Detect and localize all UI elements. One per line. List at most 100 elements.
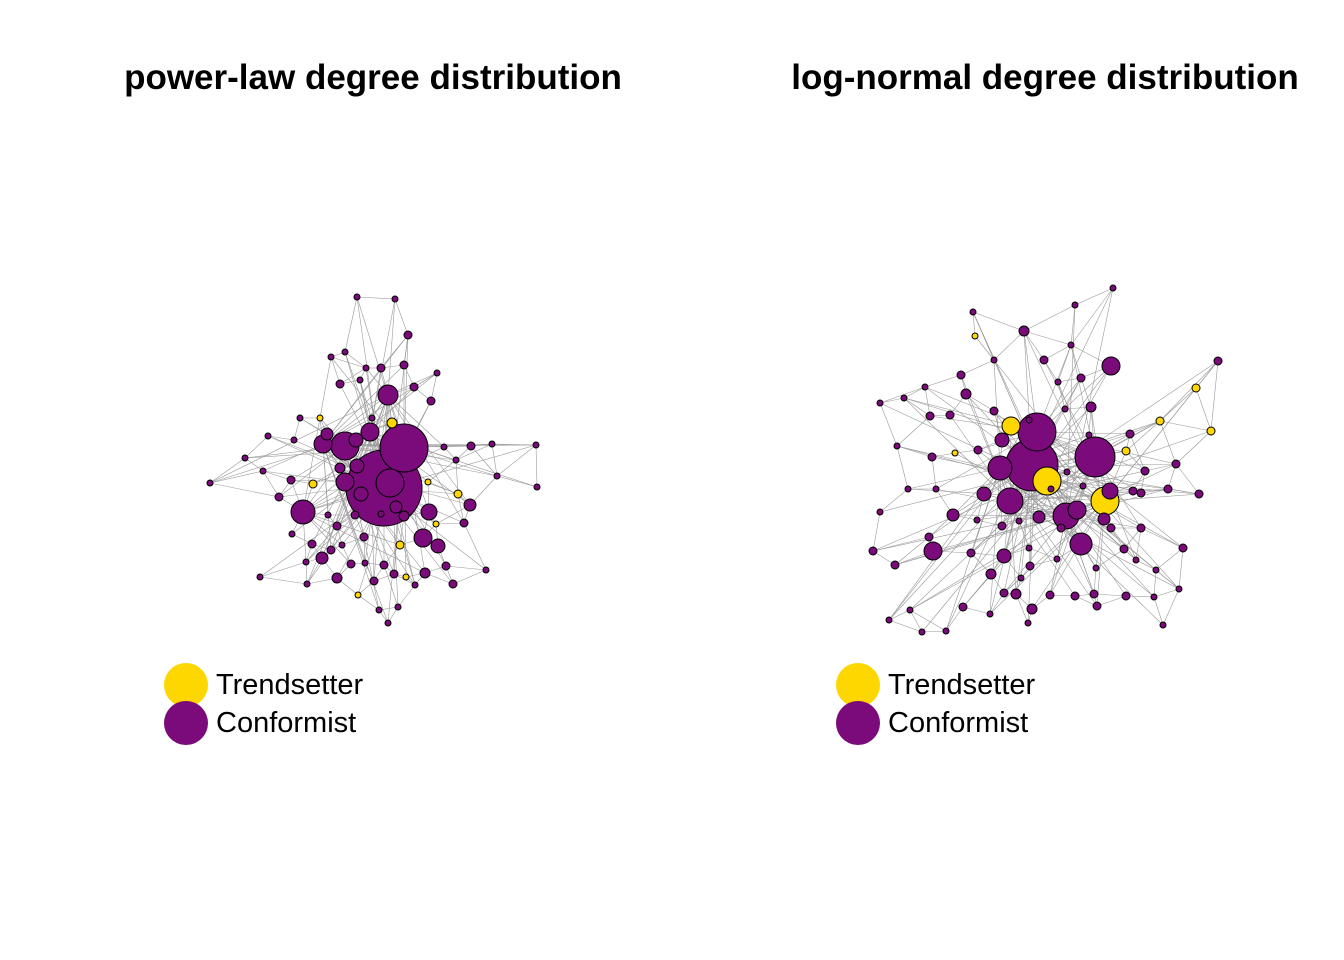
trendsetter-node (354, 591, 362, 599)
conformist-node (353, 486, 369, 502)
edge (1104, 387, 1197, 502)
conformist-node (452, 456, 460, 464)
conformist-node (335, 379, 345, 389)
edge (903, 397, 931, 417)
edge (457, 493, 465, 524)
conformist-node (482, 566, 490, 574)
legend: Trendsetter Conformist (164, 663, 363, 745)
conformist-node (973, 445, 983, 455)
conformist-node (997, 521, 1007, 531)
nodes (206, 293, 541, 627)
conformist-node (1076, 373, 1086, 383)
conformist-node (904, 485, 912, 493)
edge (1153, 596, 1164, 626)
conformist-node (1054, 378, 1062, 386)
conformist-node (368, 414, 376, 422)
edge (1043, 344, 1072, 361)
conformist-node (996, 487, 1024, 515)
conformist-node (1067, 500, 1087, 520)
legend-label: Conformist (888, 706, 1029, 739)
edge (470, 445, 498, 477)
trendsetter-node (424, 478, 432, 486)
edge (1195, 387, 1212, 432)
edge (921, 480, 1048, 633)
conformist-node (1121, 591, 1131, 601)
conformist-node (1017, 412, 1057, 452)
edge (322, 364, 405, 445)
conformist-node (1017, 574, 1025, 582)
edge (1153, 569, 1157, 598)
conformist-node (1079, 482, 1087, 490)
edge (1023, 330, 1072, 346)
conformist-node (356, 376, 364, 384)
edge (209, 470, 264, 484)
conformist-node (349, 458, 365, 474)
conformist-node (362, 364, 370, 372)
edge (1178, 547, 1184, 590)
conformist-node (346, 559, 356, 569)
trendsetter-node (1001, 416, 1021, 436)
edge (962, 606, 991, 615)
conformist-node (426, 396, 436, 406)
conformist-node (1163, 484, 1173, 494)
conformist-node (1039, 355, 1049, 365)
edge (909, 515, 1067, 611)
conformist-node (1128, 486, 1138, 496)
conformist-node (488, 440, 496, 448)
conformist-node (1056, 523, 1066, 533)
conformist-node (906, 606, 914, 614)
edge (965, 393, 1011, 502)
legend-label: Trendsetter (888, 668, 1036, 701)
conformist-node (274, 492, 284, 502)
conformist-node (969, 308, 977, 316)
edge (989, 467, 1001, 615)
edge (262, 470, 292, 481)
conformist-node (1178, 543, 1188, 553)
conformist-node (1070, 591, 1080, 601)
conformist-node (924, 532, 934, 542)
conformist-node (942, 627, 950, 635)
conformist-node (989, 406, 999, 416)
conformist-node (533, 483, 541, 491)
legend-item-conformist: Conformist (164, 701, 363, 745)
edge (293, 417, 301, 441)
conformist-node (296, 414, 304, 422)
edge (1162, 588, 1180, 626)
edge (1175, 430, 1212, 465)
conformist-node (376, 363, 386, 373)
conformist-node (331, 572, 343, 584)
edge (452, 569, 487, 585)
conformist-node (1140, 466, 1150, 476)
conformist-node (394, 603, 402, 611)
edge (302, 511, 426, 574)
conformist-node (1171, 459, 1181, 469)
conformist-node (1213, 356, 1223, 366)
conformist-node (1045, 590, 1055, 600)
edge (322, 443, 389, 624)
conformist-node (1025, 416, 1033, 424)
trendsetter-node (402, 573, 410, 581)
conformist-node (361, 559, 369, 567)
edge (1155, 547, 1184, 571)
edge (1129, 420, 1161, 435)
edge (924, 386, 931, 417)
edge (924, 374, 962, 388)
conformist-node (960, 388, 972, 400)
edge (879, 488, 909, 513)
edge (469, 475, 498, 506)
conformist-node (1010, 588, 1022, 600)
conformist-node (532, 441, 540, 449)
trendsetter-node (453, 489, 463, 499)
trendsetter-node (386, 417, 398, 429)
edge (1125, 450, 1146, 472)
conformist-node (353, 293, 361, 301)
network-graph (868, 284, 1223, 636)
conformist-node (996, 548, 1012, 564)
conformist-node (985, 568, 997, 580)
trendsetter-node (308, 479, 318, 489)
edge (909, 480, 1048, 611)
conformist-node (1074, 436, 1116, 478)
edge (430, 372, 438, 402)
conformist-node (973, 516, 981, 524)
conformist-node (459, 518, 469, 528)
